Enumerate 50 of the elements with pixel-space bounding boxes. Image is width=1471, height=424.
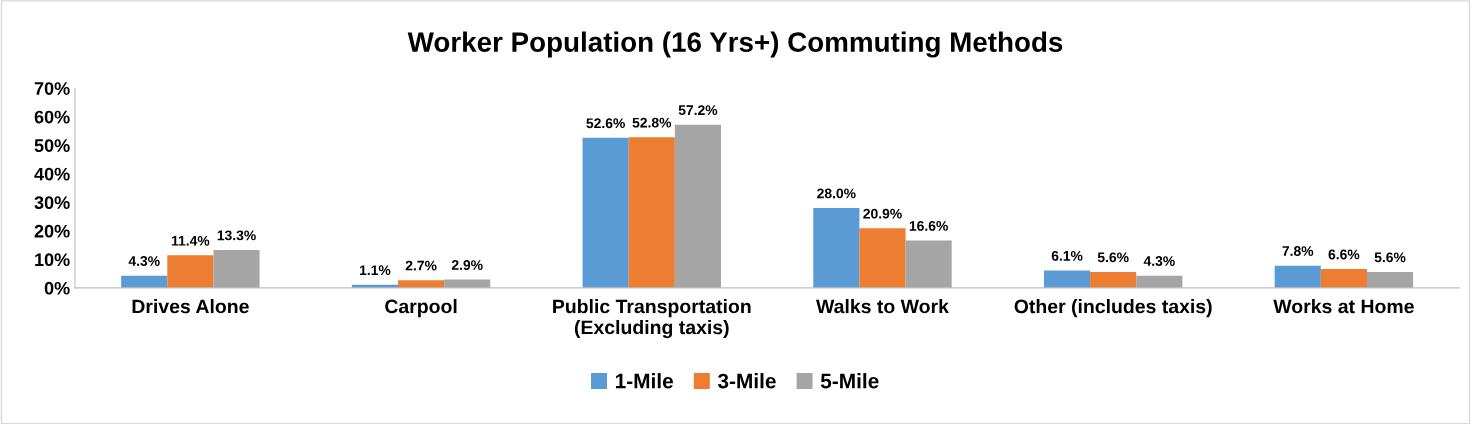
- data-label: 11.4%: [171, 235, 210, 246]
- bar: [628, 137, 675, 288]
- bar: [167, 255, 214, 288]
- y-tick-label: 50%: [34, 139, 70, 152]
- bar: [1090, 271, 1137, 288]
- data-label: 16.6%: [909, 221, 948, 231]
- data-label: 6.1%: [1051, 250, 1083, 261]
- y-tick-label: 40%: [34, 167, 70, 181]
- chart-title: Worker Population (16 Yrs+) Commuting Methods: [407, 31, 1063, 58]
- legend-label: 3-Mile: [717, 373, 776, 389]
- data-label: 28.0%: [817, 188, 856, 199]
- x-tick-label: Drives Alone: [132, 299, 249, 314]
- bar: [813, 208, 860, 288]
- data-label: 52.6%: [586, 118, 625, 129]
- data-label: 4.3%: [1143, 256, 1175, 266]
- legend-label: 5-Mile: [820, 373, 879, 389]
- bar: [1043, 270, 1091, 288]
- bar: [905, 240, 952, 288]
- data-label: 5.6%: [1374, 252, 1406, 263]
- bar: [1320, 269, 1367, 288]
- data-label: 20.9%: [863, 208, 902, 219]
- x-tick-label: Carpool: [385, 299, 457, 318]
- data-label: 1.1%: [359, 265, 391, 276]
- data-label: 6.6%: [1328, 249, 1360, 260]
- y-tick-label: 10%: [35, 253, 70, 267]
- x-tick-label: Other (includes taxis): [1014, 299, 1212, 318]
- data-label: 2.7%: [405, 260, 437, 271]
- y-tick-label: 60%: [34, 110, 70, 124]
- bar: [582, 137, 629, 288]
- x-tick-label: Walks to Work: [816, 299, 949, 314]
- legend-label: 1-Mile: [615, 373, 673, 389]
- data-label: 57.2%: [678, 105, 718, 116]
- y-tick-label: 0%: [44, 281, 70, 295]
- x-tick-label: Public Transportation (Excluding taxis): [553, 299, 751, 339]
- data-label: 4.3%: [128, 256, 160, 266]
- y-tick-label: 70%: [34, 82, 70, 95]
- x-tick-label: Works at Home: [1273, 299, 1414, 314]
- bar: [859, 228, 906, 288]
- bar: [1274, 265, 1321, 288]
- bar: [674, 124, 721, 288]
- data-label: 5.6%: [1097, 252, 1129, 263]
- data-label: 52.8%: [632, 117, 672, 128]
- data-label: 7.8%: [1282, 246, 1314, 256]
- bar: [398, 280, 445, 288]
- bar: [213, 249, 260, 288]
- data-label: 2.9%: [451, 260, 483, 270]
- data-label: 13.3%: [217, 230, 256, 241]
- y-tick-label: 20%: [34, 224, 70, 238]
- y-tick-label: 30%: [34, 196, 70, 210]
- bar: [1366, 271, 1414, 288]
